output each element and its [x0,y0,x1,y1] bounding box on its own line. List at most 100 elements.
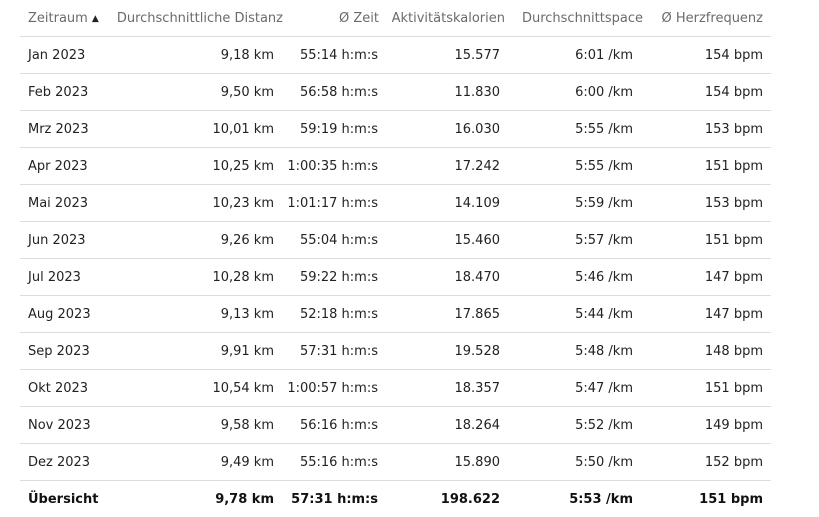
cell-kalorien: 18.470 [387,259,512,296]
cell-distanz: 9,50 km [115,74,287,111]
cell-pace: 5:55 /km [512,148,647,185]
triangle-up-icon: ▲ [92,14,99,24]
column-header-kalorien[interactable]: Aktivitätskalorien [387,0,512,37]
cell-pace: 6:01 /km [512,37,647,74]
cell-herzfrequenz: 147 bpm [647,296,771,333]
cell-kalorien: 18.357 [387,370,512,407]
cell-pace: 5:53 /km [512,481,647,517]
cell-zeit: 1:00:57 h:m:s [287,370,387,407]
cell-zeitraum: Sep 2023 [20,333,115,370]
cell-distanz: 10,28 km [115,259,287,296]
cell-zeitraum: Aug 2023 [20,296,115,333]
cell-pace: 5:55 /km [512,111,647,148]
cell-zeitraum: Jan 2023 [20,37,115,74]
cell-kalorien: 11.830 [387,74,512,111]
cell-pace: 6:00 /km [512,74,647,111]
cell-zeit: 57:31 h:m:s [287,333,387,370]
cell-kalorien: 198.622 [387,481,512,517]
cell-zeit: 59:22 h:m:s [287,259,387,296]
cell-distanz: 9,49 km [115,444,287,481]
cell-herzfrequenz: 147 bpm [647,259,771,296]
cell-kalorien: 15.577 [387,37,512,74]
cell-pace: 5:47 /km [512,370,647,407]
cell-zeitraum: Feb 2023 [20,74,115,111]
cell-zeitraum: Jun 2023 [20,222,115,259]
cell-distanz: 9,26 km [115,222,287,259]
cell-herzfrequenz: 154 bpm [647,74,771,111]
cell-zeitraum: Apr 2023 [20,148,115,185]
cell-distanz: 9,58 km [115,407,287,444]
cell-herzfrequenz: 154 bpm [647,37,771,74]
cell-pace: 5:48 /km [512,333,647,370]
cell-distanz: 9,13 km [115,296,287,333]
cell-distanz: 10,01 km [115,111,287,148]
cell-zeit: 55:04 h:m:s [287,222,387,259]
cell-pace: 5:52 /km [512,407,647,444]
cell-distanz: 10,23 km [115,185,287,222]
column-header-pace[interactable]: Durchschnittspace [512,0,647,37]
cell-pace: 5:46 /km [512,259,647,296]
cell-kalorien: 14.109 [387,185,512,222]
cell-zeit: 59:19 h:m:s [287,111,387,148]
cell-kalorien: 15.890 [387,444,512,481]
cell-zeitraum: Nov 2023 [20,407,115,444]
cell-pace: 5:57 /km [512,222,647,259]
cell-distanz: 9,78 km [115,481,287,517]
cell-pace: 5:44 /km [512,296,647,333]
header-row: Zeitraum▲ Durchschnittliche Distanz Ø Ze… [20,0,771,37]
cell-zeitraum: Mai 2023 [20,185,115,222]
cell-kalorien: 16.030 [387,111,512,148]
cell-zeit: 52:18 h:m:s [287,296,387,333]
cell-kalorien: 17.865 [387,296,512,333]
monthly-stats-table: Zeitraum▲ Durchschnittliche Distanz Ø Ze… [20,0,771,517]
cell-zeitraum: Jul 2023 [20,259,115,296]
cell-herzfrequenz: 153 bpm [647,185,771,222]
cell-zeitraum: Übersicht [20,481,115,517]
cell-zeit: 56:58 h:m:s [287,74,387,111]
cell-zeit: 1:00:35 h:m:s [287,148,387,185]
cell-herzfrequenz: 149 bpm [647,407,771,444]
cell-herzfrequenz: 153 bpm [647,111,771,148]
cell-zeitraum: Okt 2023 [20,370,115,407]
cell-herzfrequenz: 151 bpm [647,148,771,185]
column-header-zeit[interactable]: Ø Zeit [287,0,387,37]
column-header-zeitraum[interactable]: Zeitraum▲ [20,0,115,37]
cell-zeit: 55:14 h:m:s [287,37,387,74]
cell-herzfrequenz: 152 bpm [647,444,771,481]
cell-zeit: 56:16 h:m:s [287,407,387,444]
cell-pace: 5:59 /km [512,185,647,222]
cell-zeitraum: Dez 2023 [20,444,115,481]
cell-zeit: 57:31 h:m:s [287,481,387,517]
cell-distanz: 9,18 km [115,37,287,74]
cell-distanz: 10,54 km [115,370,287,407]
column-header-distanz[interactable]: Durchschnittliche Distanz [115,0,287,37]
cell-distanz: 10,25 km [115,148,287,185]
cell-distanz: 9,91 km [115,333,287,370]
cell-kalorien: 18.264 [387,407,512,444]
cell-herzfrequenz: 151 bpm [647,222,771,259]
cell-kalorien: 15.460 [387,222,512,259]
cell-herzfrequenz: 151 bpm [647,370,771,407]
column-header-herzfrequenz[interactable]: Ø Herzfrequenz [647,0,771,37]
cell-zeitraum: Mrz 2023 [20,111,115,148]
cell-zeit: 55:16 h:m:s [287,444,387,481]
cell-kalorien: 17.242 [387,148,512,185]
cell-herzfrequenz: 151 bpm [647,481,771,517]
cell-kalorien: 19.528 [387,333,512,370]
cell-herzfrequenz: 148 bpm [647,333,771,370]
cell-zeit: 1:01:17 h:m:s [287,185,387,222]
cell-pace: 5:50 /km [512,444,647,481]
